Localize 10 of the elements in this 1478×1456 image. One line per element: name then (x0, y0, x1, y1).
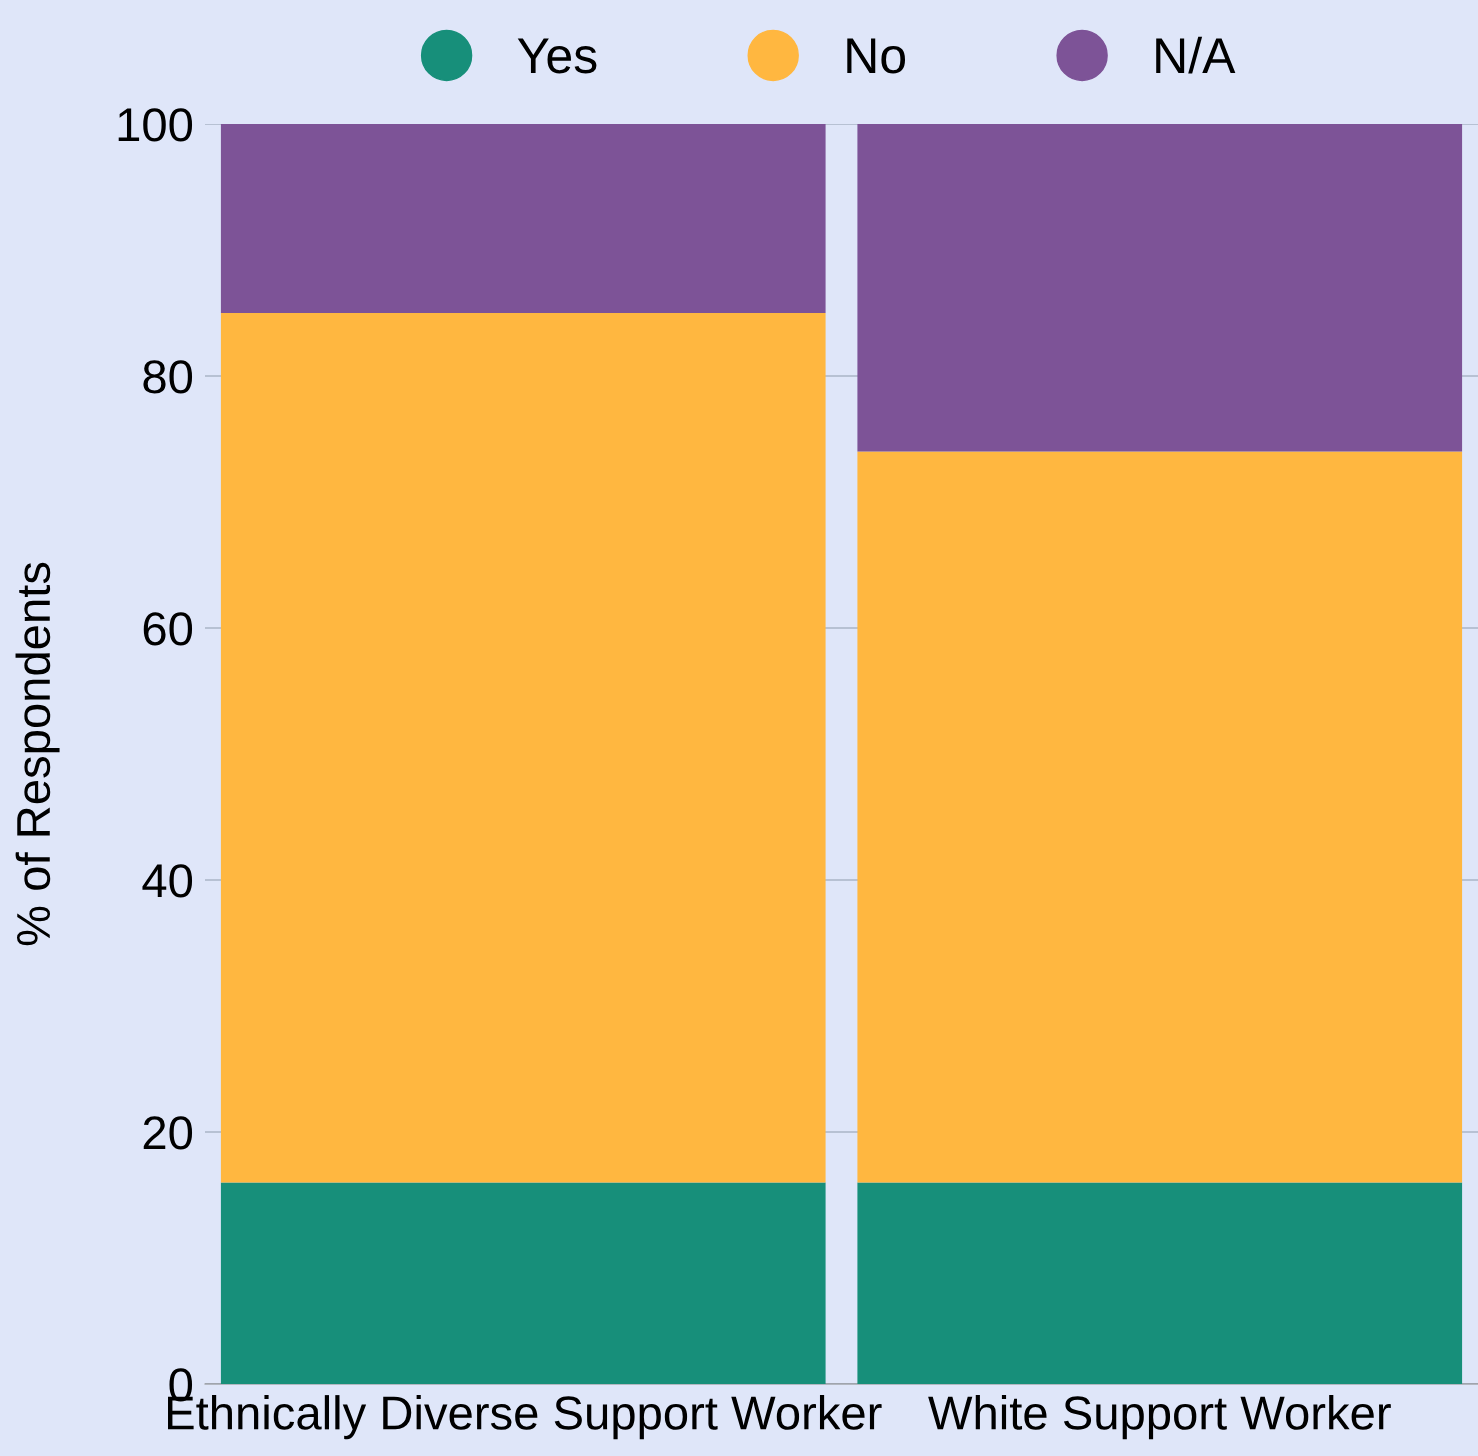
y-tick-label: 40 (142, 864, 193, 898)
y-tick-label: 20 (143, 1116, 193, 1150)
x-tick-label: White Support Worker (928, 1395, 1391, 1440)
y-tick-label: 100 (118, 108, 193, 142)
y-tick-label: 60 (143, 612, 193, 646)
legend-label: No (847, 38, 906, 74)
y-axis-title: % of Respondents (15, 562, 60, 946)
y-tick-label: 80 (143, 360, 193, 394)
legend-label: Yes (517, 38, 597, 74)
legend-label: N/A (1156, 36, 1236, 74)
